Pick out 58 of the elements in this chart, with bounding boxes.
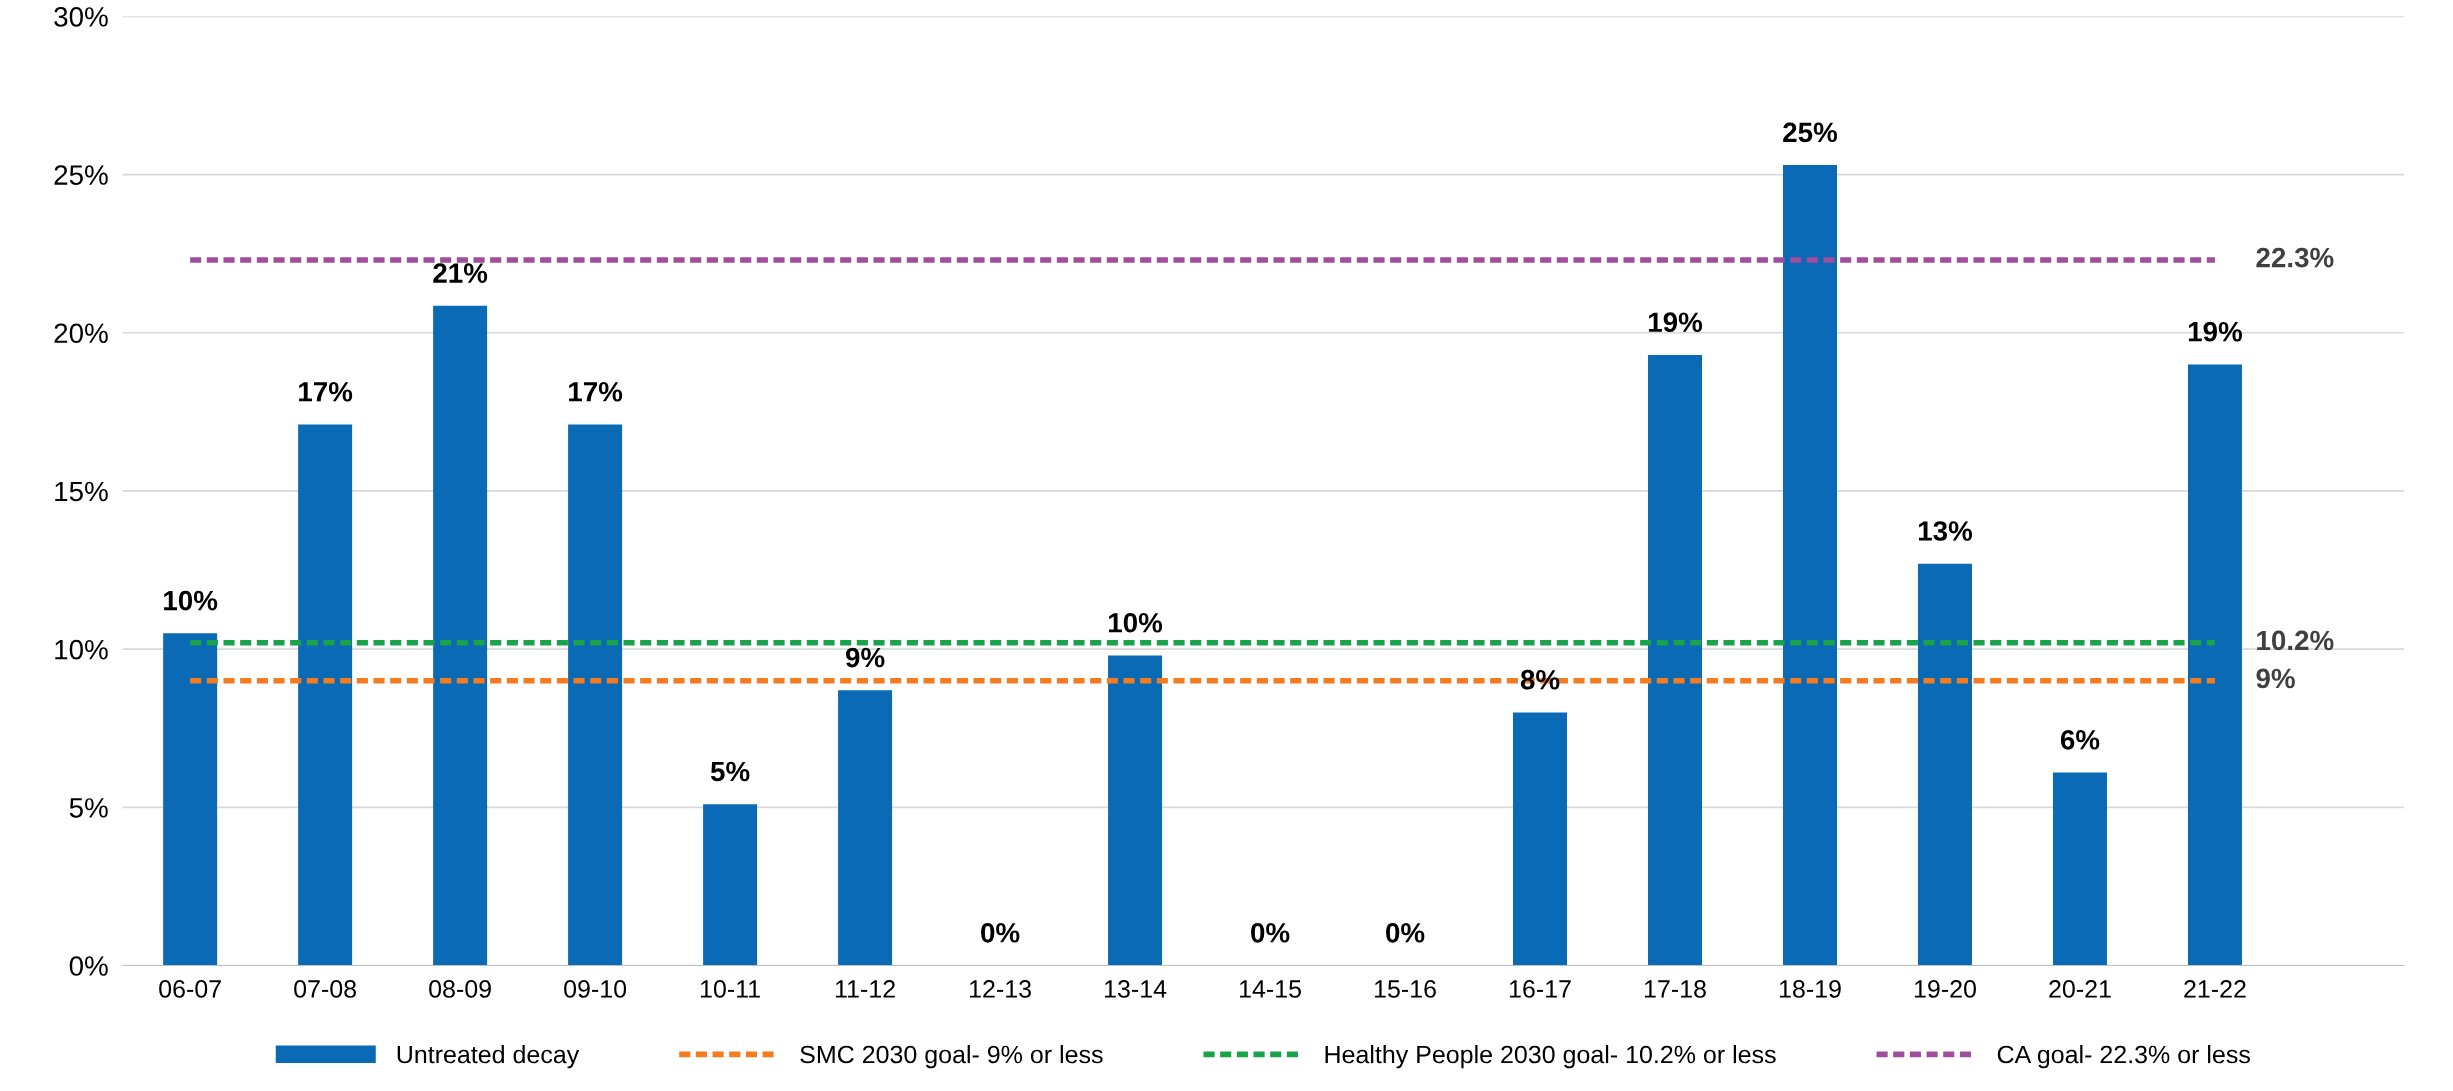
x-tick-label: 09-10: [564, 980, 627, 998]
y-tick-label: 25%: [54, 165, 108, 185]
data-label: 9%: [845, 647, 885, 668]
y-tick-label: 30%: [54, 7, 108, 27]
data-label: 6%: [2060, 729, 2100, 750]
data-label: 10%: [1109, 612, 1163, 633]
data-label: 13%: [1918, 521, 1973, 541]
bar: [1513, 712, 1568, 966]
bar: [433, 305, 488, 966]
legend-label: Untreated decay: [397, 1044, 580, 1069]
x-tick-label: 12-13: [970, 980, 1031, 998]
x-tick-label: 17-18: [1644, 980, 1706, 998]
x-tick-label: 06-07: [159, 980, 221, 998]
bar: [163, 633, 218, 966]
bar: [1108, 655, 1163, 966]
bar: [1648, 354, 1702, 966]
data-label: 5%: [710, 761, 750, 782]
x-tick-label: 10-11: [700, 980, 760, 998]
data-label: 22.3%: [2256, 247, 2334, 268]
x-tick-label: 07-08: [294, 980, 357, 998]
legend-label: CA goal- 22.3% or less: [1997, 1044, 2250, 1069]
data-label: 0%: [981, 922, 1020, 943]
data-label: 17%: [299, 382, 353, 402]
x-tick-label: 20-21: [2049, 980, 2111, 998]
x-tick-label: 16-17: [1509, 980, 1571, 998]
bar: [568, 424, 623, 966]
x-tick-label: 13-14: [1105, 980, 1167, 998]
data-label: 9%: [2256, 668, 2295, 689]
bar: [2052, 772, 2107, 966]
data-label: 10%: [164, 590, 218, 611]
bar: [2187, 364, 2242, 966]
y-tick-label: 20%: [54, 323, 108, 344]
data-label: 0%: [1386, 922, 1425, 943]
x-tick-label: 14-15: [1239, 980, 1301, 998]
data-label: 25%: [1783, 122, 1838, 143]
data-label: 19%: [2188, 321, 2243, 342]
x-tick-label: 08-09: [429, 980, 491, 998]
y-tick-label: 15%: [55, 481, 108, 502]
bar: [298, 424, 353, 966]
x-tick-label: 21-22: [2184, 980, 2246, 998]
legend-label: SMC 2030 goal- 9% or less: [800, 1044, 1103, 1069]
x-tick-label: 15-16: [1374, 980, 1436, 998]
x-tick-label: 18-19: [1779, 980, 1841, 998]
bar: [838, 690, 893, 966]
y-tick-label: 0%: [69, 956, 108, 976]
y-tick-label: 5%: [69, 798, 108, 818]
data-label: 19%: [1648, 312, 1703, 333]
x-tick-label: 11-12: [835, 980, 895, 998]
data-label: 17%: [569, 382, 623, 402]
data-label: 10.2%: [2257, 630, 2334, 651]
bar: [703, 804, 758, 966]
x-tick-label: 19-20: [1914, 980, 1976, 998]
bar: [1783, 165, 1837, 966]
bar: [1917, 563, 1972, 966]
y-tick-label: 10%: [55, 639, 108, 660]
legend-label: Healthy People 2030 goal- 10.2% or less: [1325, 1044, 1776, 1069]
data-label: 21%: [433, 263, 488, 283]
data-label: 0%: [1251, 922, 1290, 943]
